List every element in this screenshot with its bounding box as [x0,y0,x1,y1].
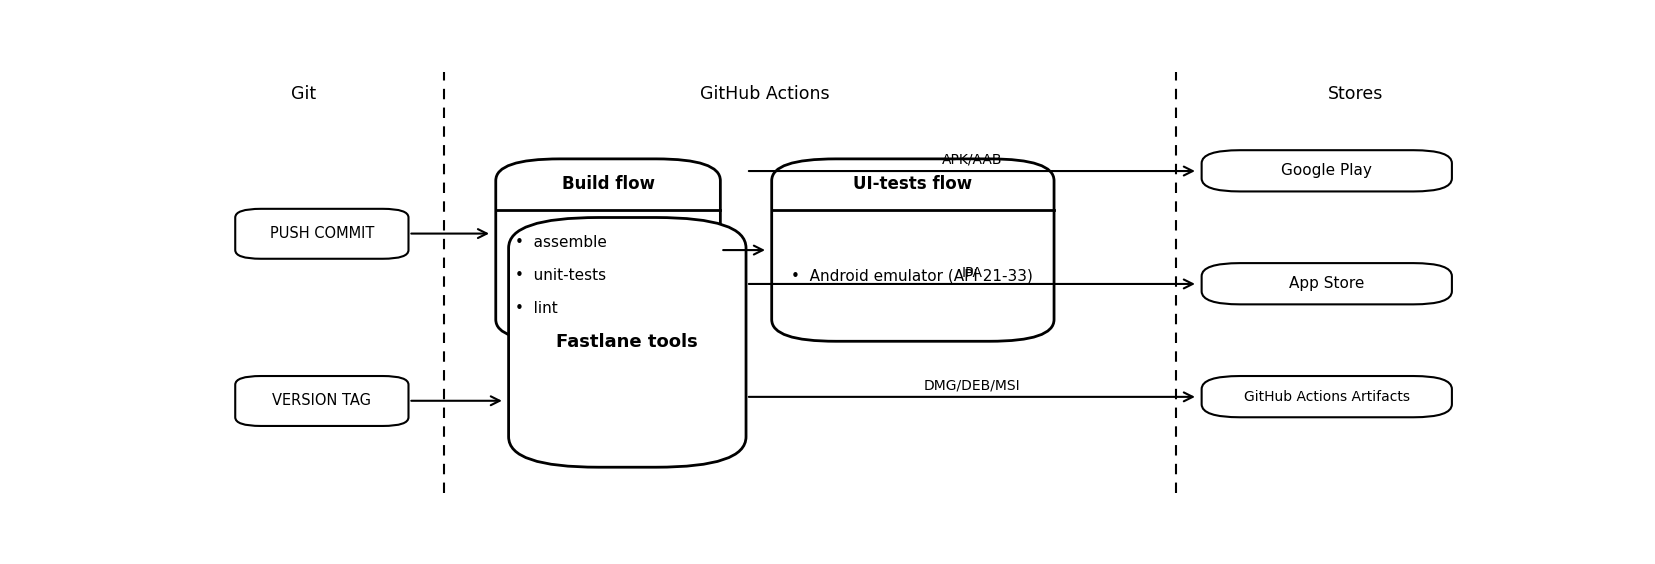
Text: Build flow: Build flow [561,175,654,193]
Text: PUSH COMMIT: PUSH COMMIT [270,226,374,241]
FancyBboxPatch shape [1202,263,1451,305]
FancyBboxPatch shape [1202,376,1451,417]
Text: UI-tests flow: UI-tests flow [852,175,971,193]
Text: •  assemble: • assemble [515,235,606,250]
Text: DMG/DEB/MSI: DMG/DEB/MSI [923,378,1019,393]
Text: GitHub Actions Artifacts: GitHub Actions Artifacts [1243,390,1408,404]
Text: Fastlane tools: Fastlane tools [556,333,698,351]
Text: •  unit-tests: • unit-tests [515,268,606,283]
FancyBboxPatch shape [1202,150,1451,191]
Text: APK/AAB: APK/AAB [942,153,1001,167]
Text: App Store: App Store [1288,276,1364,291]
Text: •  lint: • lint [515,301,558,316]
FancyBboxPatch shape [508,218,745,467]
FancyBboxPatch shape [235,209,409,259]
FancyBboxPatch shape [235,376,409,426]
Text: Git: Git [291,85,316,103]
FancyBboxPatch shape [771,159,1053,341]
Text: Google Play: Google Play [1281,164,1372,178]
Text: VERSION TAG: VERSION TAG [271,394,371,408]
Text: Stores: Stores [1327,85,1382,103]
Text: IPA: IPA [962,266,981,280]
Text: GitHub Actions: GitHub Actions [700,85,829,103]
FancyBboxPatch shape [495,159,720,341]
Text: •  Android emulator (API 21-33): • Android emulator (API 21-33) [791,268,1033,283]
